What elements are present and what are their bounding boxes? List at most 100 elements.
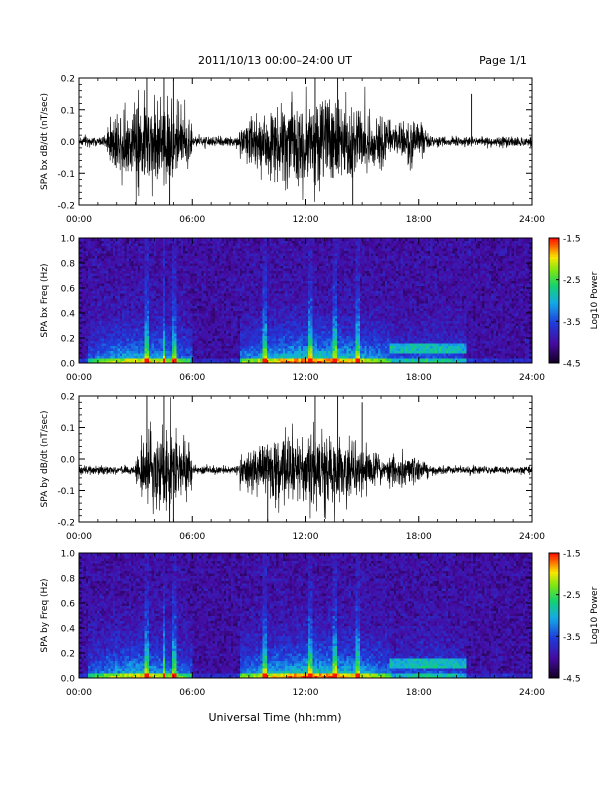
heatmap-cell xyxy=(79,313,82,316)
heatmap-cell xyxy=(99,273,102,276)
heatmap-cell xyxy=(122,335,125,339)
heatmap-cell xyxy=(196,340,200,344)
heatmap-cell xyxy=(248,333,252,336)
heatmap-cell xyxy=(217,298,220,301)
heatmap-cell xyxy=(298,345,302,349)
heatmap-cell xyxy=(180,265,184,269)
heatmap-cell xyxy=(255,343,259,346)
heatmap-cell xyxy=(278,353,281,356)
heatmap-cell xyxy=(115,335,118,339)
heatmap-cell xyxy=(269,280,272,284)
heatmap-cell xyxy=(178,328,182,331)
heatmap-cell xyxy=(112,330,116,334)
heatmap-cell xyxy=(131,258,134,261)
heatmap-cell xyxy=(162,290,166,294)
heatmap-cell xyxy=(262,345,266,349)
heatmap-cell xyxy=(276,240,279,244)
heatmap-cell xyxy=(196,238,200,241)
heatmap-cell xyxy=(262,313,266,316)
heatmap-cell xyxy=(124,293,127,296)
heatmap-cell xyxy=(233,348,236,351)
heatmap-cell xyxy=(122,300,125,304)
heatmap-cell xyxy=(83,283,87,286)
heatmap-cell xyxy=(117,318,121,321)
heatmap-cell xyxy=(271,275,275,279)
heatmap-cell xyxy=(124,280,127,284)
heatmap-cell xyxy=(242,275,245,279)
heatmap-cell xyxy=(269,323,272,326)
heatmap-cell xyxy=(151,293,155,296)
heatmap-cell xyxy=(242,270,245,274)
heatmap-cell xyxy=(103,330,107,334)
heatmap-cell xyxy=(205,275,209,279)
heatmap-cell xyxy=(280,315,284,319)
heatmap-cell xyxy=(287,355,290,359)
heatmap-cell xyxy=(133,288,136,291)
heatmap-cell xyxy=(108,320,111,324)
heatmap-cell xyxy=(260,330,263,334)
heatmap-cell xyxy=(124,320,127,324)
heatmap-cell xyxy=(90,268,93,271)
heatmap-cell xyxy=(81,340,84,344)
heatmap-cell xyxy=(244,295,247,299)
heatmap-cell xyxy=(183,345,186,349)
heatmap-cell xyxy=(171,345,175,349)
heatmap-cell xyxy=(162,303,166,306)
heatmap-cell xyxy=(282,345,286,349)
heatmap-cell xyxy=(291,350,295,354)
heatmap-cell xyxy=(158,323,161,326)
heatmap-cell xyxy=(142,253,145,256)
heatmap-cell xyxy=(124,275,127,279)
heatmap-cell xyxy=(280,355,284,359)
heatmap-cell xyxy=(119,313,123,316)
heatmap-cell xyxy=(189,360,193,364)
heatmap-cell xyxy=(235,255,238,259)
heatmap-cell xyxy=(203,305,207,309)
heatmap-cell xyxy=(165,300,168,304)
heatmap-cell xyxy=(85,328,89,331)
heatmap-cell xyxy=(137,248,141,251)
heatmap-cell xyxy=(233,325,236,329)
heatmap-cell xyxy=(296,330,299,334)
heatmap-cell xyxy=(291,250,295,254)
heatmap-cell xyxy=(199,313,202,316)
heatmap-cell xyxy=(156,298,159,301)
heatmap-cell xyxy=(101,268,105,271)
heatmap-cell xyxy=(124,288,127,291)
heatmap-cell xyxy=(85,258,89,261)
heatmap-cell xyxy=(296,345,299,349)
heatmap-cell xyxy=(226,355,229,359)
heatmap-cell xyxy=(251,248,254,251)
heatmap-cell xyxy=(237,270,241,274)
heatmap-cell xyxy=(244,315,247,319)
heatmap-cell xyxy=(276,330,279,334)
heatmap-cell xyxy=(226,313,229,316)
heatmap-cell xyxy=(294,273,297,276)
heatmap-cell xyxy=(165,315,168,319)
heatmap-cell xyxy=(79,285,82,289)
heatmap-cell xyxy=(248,273,252,276)
heatmap-cell xyxy=(233,333,236,336)
heatmap-cell xyxy=(199,248,202,251)
heatmap-cell xyxy=(205,293,209,296)
heatmap-cell xyxy=(88,290,91,294)
heatmap-cell xyxy=(189,313,193,316)
heatmap-cell xyxy=(165,333,168,336)
heatmap-cell xyxy=(280,293,284,296)
heatmap-cell xyxy=(165,298,168,301)
heatmap-cell xyxy=(294,315,297,319)
heatmap-cell xyxy=(81,270,84,274)
heatmap-cell xyxy=(140,348,143,351)
heatmap-cell xyxy=(106,238,109,241)
heatmap-cell xyxy=(287,303,290,306)
heatmap-cell xyxy=(214,335,218,339)
heatmap-cell xyxy=(235,278,238,281)
heatmap-cell xyxy=(144,280,148,284)
heatmap-cell xyxy=(296,290,299,294)
heatmap-cell xyxy=(144,270,148,274)
heatmap-cell xyxy=(262,330,266,334)
heatmap-cell xyxy=(244,300,247,304)
heatmap-cell xyxy=(144,285,148,289)
heatmap-cell xyxy=(178,250,182,254)
heatmap-cell xyxy=(126,270,130,274)
